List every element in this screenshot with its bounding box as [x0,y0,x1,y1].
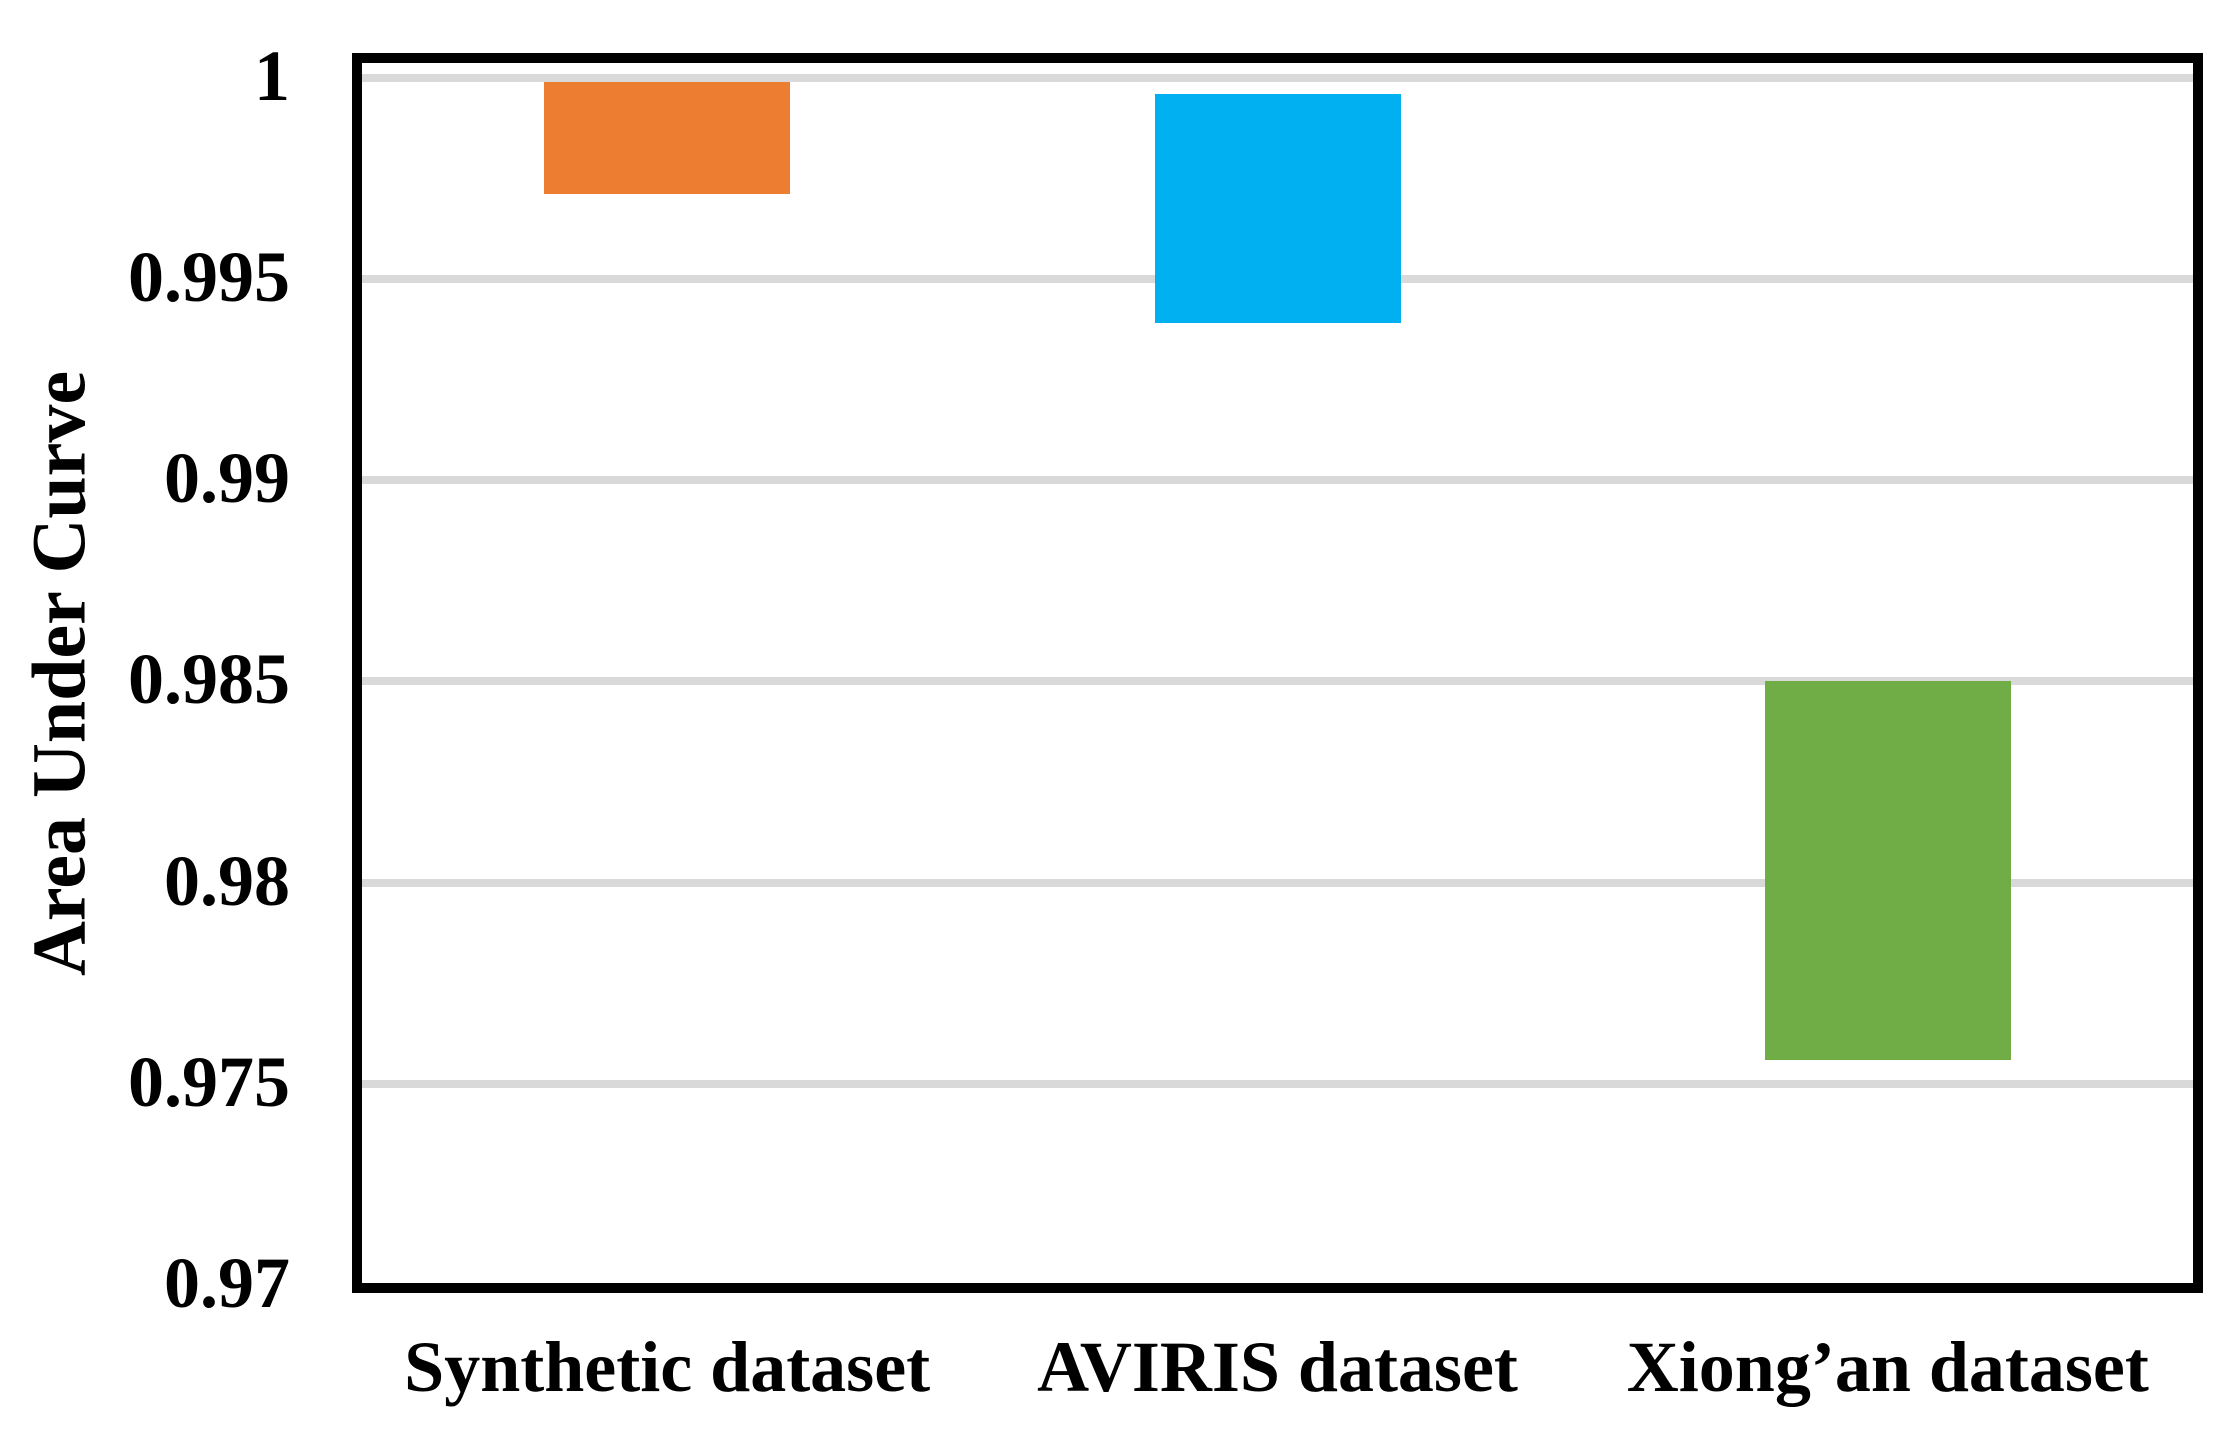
y-tick-label: 0.995 [128,236,290,317]
y-tick-label: 1 [254,35,290,116]
y-tick-label: 0.99 [164,437,290,518]
gridline [362,878,2193,887]
y-tick-label: 0.98 [164,840,290,921]
gridline [362,1080,2193,1088]
y-tick-label: 0.985 [128,639,290,720]
x-category-label: Synthetic dataset [404,1327,931,1407]
gridline [362,677,2193,686]
bar-xiong-an-dataset [1764,681,2011,1060]
plot-area [352,53,2203,1293]
x-category-label: AVIRIS dataset [1037,1327,1518,1407]
x-category-label: Xiong’an dataset [1626,1327,2149,1407]
y-tick-label: 0.975 [128,1041,290,1122]
gridline [362,476,2193,485]
gridline [362,73,2193,82]
y-tick-label: 0.97 [164,1243,290,1324]
bar-synthetic-dataset [544,81,791,195]
bar-aviris-dataset [1154,93,1401,324]
y-axis-title: Area Under Curve [17,370,102,976]
